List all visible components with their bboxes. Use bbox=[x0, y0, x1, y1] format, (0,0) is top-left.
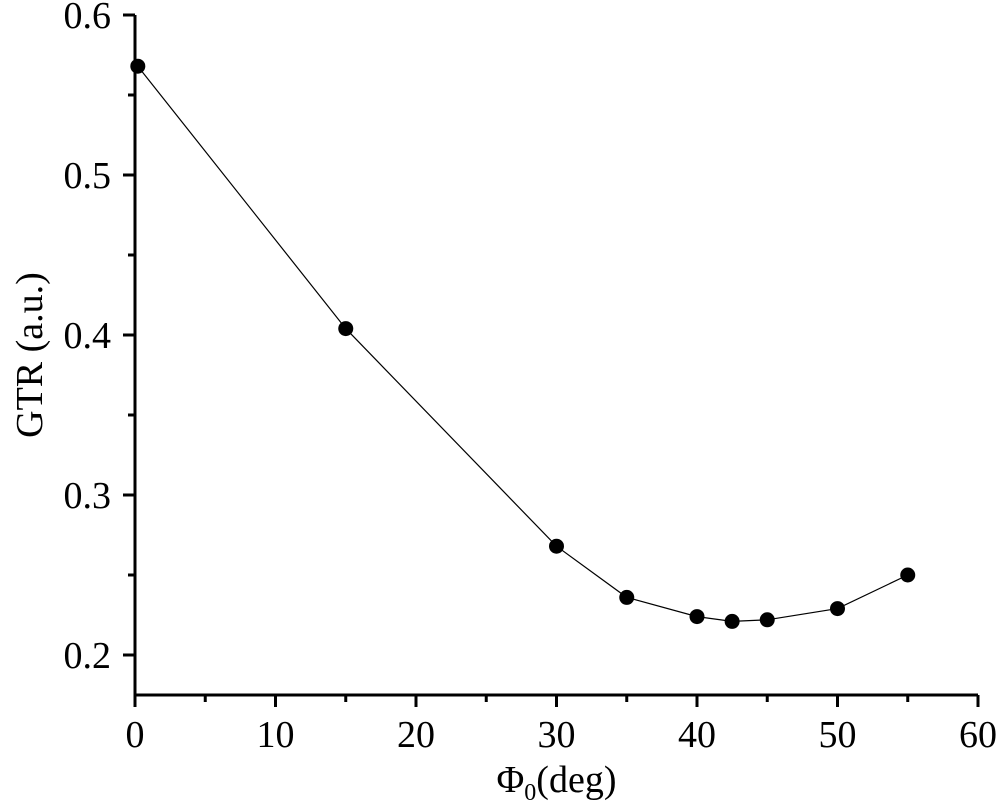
x-tick-label: 30 bbox=[538, 714, 576, 756]
y-tick-labels: 0.2 0.3 0.4 0.5 0.6 bbox=[64, 0, 112, 677]
y-tick-label: 0.5 bbox=[64, 155, 112, 197]
data-point bbox=[549, 538, 564, 554]
y-ticks bbox=[123, 13, 135, 657]
data-point bbox=[689, 609, 705, 625]
x-tick-label: 10 bbox=[257, 714, 295, 756]
data-point bbox=[724, 613, 740, 629]
series-line bbox=[137, 65, 909, 623]
axes bbox=[133, 15, 978, 697]
data-point bbox=[130, 58, 146, 74]
data-point bbox=[900, 567, 916, 583]
x-tick-label: 0 bbox=[126, 714, 145, 756]
data-point bbox=[619, 589, 635, 605]
x-tick-label: 40 bbox=[678, 714, 716, 756]
x-axis-title-sub: 0 bbox=[524, 780, 536, 805]
x-tick-label: 50 bbox=[819, 714, 857, 756]
x-axis-title-main: Φ bbox=[497, 759, 525, 801]
y-tick-label: 0.3 bbox=[64, 475, 112, 517]
data-point bbox=[759, 612, 775, 628]
x-tick-labels: 0 10 20 30 40 50 60 bbox=[126, 714, 998, 756]
y-tick-label: 0.6 bbox=[64, 0, 112, 37]
y-tick-label: 0.4 bbox=[64, 315, 112, 357]
x-axis-title: Φ0(deg) bbox=[497, 759, 617, 805]
x-axis-title-unit: (deg) bbox=[536, 759, 616, 801]
series-group bbox=[130, 58, 916, 629]
y-tick-label: 0.2 bbox=[64, 635, 112, 677]
x-tick-label: 60 bbox=[959, 714, 997, 756]
data-point bbox=[338, 321, 354, 337]
x-ticks bbox=[133, 695, 980, 707]
y-axis-title: GTR (a.u.) bbox=[9, 272, 51, 438]
data-point bbox=[830, 601, 845, 617]
x-tick-label: 20 bbox=[397, 714, 435, 756]
